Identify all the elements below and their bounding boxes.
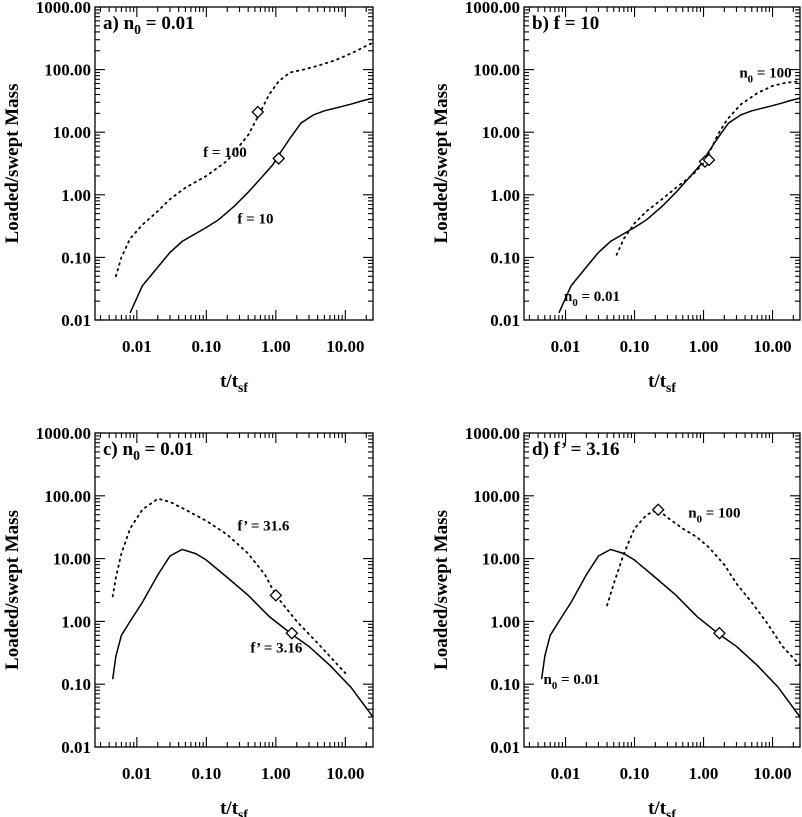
y-tick-label: 0.10 [61, 675, 91, 694]
y-axis-title: Loaded/swept Mass [431, 510, 452, 670]
series-line-solid [129, 97, 374, 314]
panel-title: a) n0 = 0.01 [103, 13, 195, 37]
series-line-dotted [606, 508, 801, 667]
y-tick-label: 100.00 [44, 61, 91, 80]
y-tick-label: 0.01 [61, 738, 91, 757]
y-tick-label: 0.10 [490, 675, 520, 694]
curve-annotation: f = 100 [203, 145, 247, 161]
y-tick-label: 1000.00 [36, 0, 91, 17]
x-axis-title: t/tsf [648, 371, 676, 395]
curve-annotation: f = 10 [237, 211, 273, 227]
plot-frame [94, 6, 374, 321]
y-tick-label: 10.00 [53, 550, 91, 569]
y-tick-label: 1.00 [490, 612, 520, 631]
x-tick-label: 0.01 [122, 337, 152, 356]
panel-title: d) f’ = 3.16 [532, 439, 620, 460]
curve-annotation: f’ = 31.6 [237, 519, 290, 535]
y-tick-label: 0.10 [61, 248, 91, 267]
diamond-marker [251, 105, 265, 119]
x-tick-label: 1.00 [261, 764, 291, 783]
y-tick-label: 1000.00 [465, 0, 520, 17]
y-tick-label: 100.00 [44, 487, 91, 506]
series-line-solid [540, 548, 801, 718]
x-tick-label: 0.10 [620, 764, 650, 783]
x-tick-label: 0.01 [122, 764, 152, 783]
diamond-marker [285, 626, 299, 640]
x-tick-label: 1.00 [261, 337, 291, 356]
chart-panel-1: 0.01 0.10 1.00 10.00 100.00 1000.00 0.01 0.10 1.… [2, 0, 374, 395]
chart-panel-2: 0.01 0.10 1.00 10.00 100.00 1000.00 0.01 0.10 1.… [431, 0, 801, 395]
x-tick-label: 0.10 [620, 337, 650, 356]
plot-frame [523, 432, 801, 748]
x-axis-title: t/tsf [220, 798, 248, 817]
series-line-solid [111, 548, 374, 718]
diamond-marker [272, 152, 286, 165]
y-tick-label: 10.00 [53, 123, 91, 142]
plot-frame [523, 6, 801, 321]
y-tick-label: 0.01 [490, 311, 520, 330]
x-tick-label: 10.00 [753, 337, 791, 356]
x-tick-label: 0.01 [551, 764, 581, 783]
x-tick-label: 10.00 [326, 337, 364, 356]
series-line-dotted [115, 41, 374, 278]
curve-annotation: f’ = 3.16 [250, 640, 303, 656]
x-tick-label: 1.00 [689, 764, 719, 783]
diamond-marker [651, 503, 665, 517]
diamond-marker [713, 626, 726, 640]
y-tick-label: 10.00 [482, 550, 520, 569]
y-tick-label: 0.01 [490, 738, 520, 757]
plot-frame [94, 432, 374, 748]
series-line-dotted [615, 80, 801, 256]
y-tick-label: 0.01 [61, 311, 91, 330]
y-tick-label: 1.00 [61, 612, 91, 631]
curve-annotation: n0 = 100 [739, 65, 791, 85]
y-axis-title: Loaded/swept Mass [2, 510, 23, 670]
x-tick-label: 0.01 [551, 337, 581, 356]
curve-annotation: n0 = 100 [688, 506, 740, 526]
curve-annotation: n0 = 0.01 [544, 672, 600, 692]
curve-annotation: n0 = 0.01 [564, 289, 620, 309]
x-tick-label: 10.00 [326, 764, 364, 783]
x-tick-label: 10.00 [753, 764, 791, 783]
x-tick-label: 1.00 [689, 337, 719, 356]
y-tick-label: 1.00 [490, 186, 520, 205]
diamond-marker [702, 153, 716, 167]
y-tick-label: 10.00 [482, 123, 520, 142]
chart-panel-3: 0.01 0.10 1.00 10.00 100.00 1000.00 0.01 0.10 1.… [2, 424, 374, 817]
y-tick-label: 100.00 [473, 487, 520, 506]
series-line-solid [558, 97, 801, 314]
x-axis-title: t/tsf [220, 371, 248, 395]
x-axis-title: t/tsf [648, 798, 676, 817]
y-axis-title: Loaded/swept Mass [2, 84, 23, 244]
y-tick-label: 1000.00 [465, 424, 520, 443]
x-tick-label: 0.10 [191, 764, 221, 783]
x-tick-label: 0.10 [191, 337, 221, 356]
panel-title: b) f = 10 [532, 13, 599, 34]
y-tick-label: 100.00 [473, 61, 520, 80]
panel-title: c) n0 = 0.01 [103, 439, 194, 463]
y-tick-label: 0.10 [490, 248, 520, 267]
y-tick-label: 1.00 [61, 186, 91, 205]
chart-panel-4: 0.01 0.10 1.00 10.00 100.00 1000.00 0.01 0.10 1.… [431, 424, 801, 817]
y-tick-label: 1000.00 [36, 424, 91, 443]
diamond-marker [269, 588, 283, 602]
y-axis-title: Loaded/swept Mass [431, 84, 452, 244]
